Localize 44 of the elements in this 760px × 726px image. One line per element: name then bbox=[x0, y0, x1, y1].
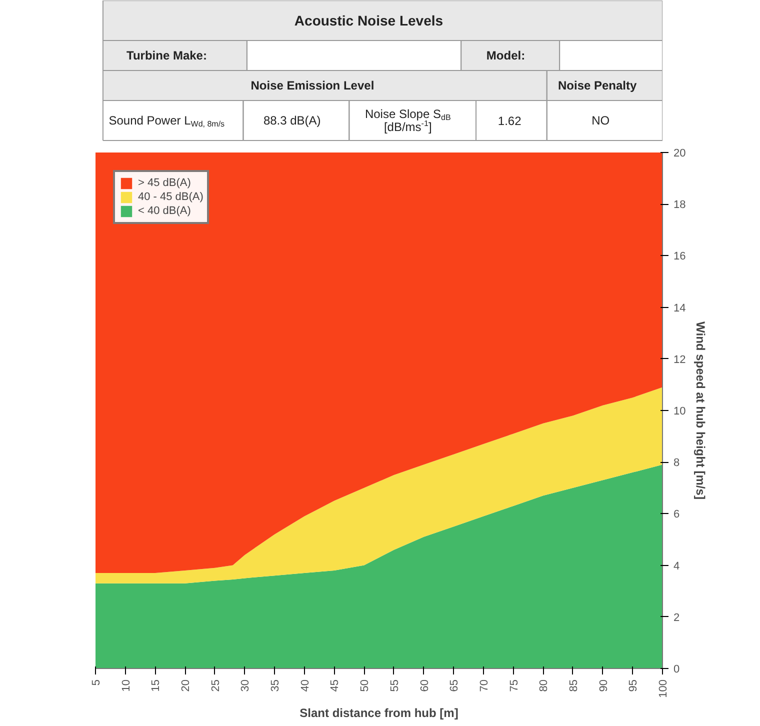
y-tick-label: 6 bbox=[674, 508, 680, 521]
y-tick-label: 16 bbox=[674, 250, 686, 263]
x-tick-label: 80 bbox=[538, 679, 550, 692]
y-tick-label: 0 bbox=[674, 664, 680, 676]
x-tick-label: 35 bbox=[270, 679, 282, 692]
x-tick-label: 85 bbox=[568, 679, 580, 692]
text: Noise Emission Level bbox=[250, 78, 374, 92]
text: 88.3 dB(A) bbox=[263, 114, 321, 128]
x-tick-label: 55 bbox=[388, 679, 401, 692]
x-tick-label: 95 bbox=[628, 679, 640, 692]
x-tick-label: 30 bbox=[240, 679, 252, 692]
legend-label: 40 - 45 dB(A) bbox=[138, 191, 204, 203]
y-tick-label: 20 bbox=[674, 148, 686, 160]
text: 1.62 bbox=[498, 114, 522, 128]
x-tick-label: 15 bbox=[150, 679, 162, 692]
x-tick-label: 10 bbox=[120, 679, 132, 692]
x-tick-label: 60 bbox=[418, 679, 431, 692]
text: Acoustic Noise Levels bbox=[294, 12, 444, 28]
legend-label: > 45 dB(A) bbox=[138, 177, 191, 189]
y-tick-label: 8 bbox=[674, 457, 680, 470]
x-tick-label: 45 bbox=[329, 679, 342, 692]
x-tick-label: 70 bbox=[478, 679, 490, 692]
text: Turbine Make: bbox=[126, 48, 207, 62]
x-tick-label: 75 bbox=[508, 679, 520, 692]
x-tick-label: 5 bbox=[90, 679, 102, 686]
y-tick-label: 4 bbox=[674, 560, 680, 572]
x-tick-label: 40 bbox=[299, 679, 312, 692]
y-tick-label: 14 bbox=[674, 302, 686, 314]
x-tick-label: 20 bbox=[180, 679, 192, 692]
x-tick-label: 50 bbox=[359, 679, 372, 692]
y-tick-label: 12 bbox=[674, 354, 686, 366]
legend-label: < 40 dB(A) bbox=[138, 205, 191, 217]
y-axis-title: Wind speed at hub height [m/s] bbox=[694, 322, 708, 500]
x-axis-title: Slant distance from hub [m] bbox=[300, 706, 458, 720]
x-tick-label: 90 bbox=[598, 679, 610, 692]
y-tick-label: 18 bbox=[674, 199, 686, 212]
text: Noise Penalty bbox=[558, 78, 638, 92]
x-tick-label: 25 bbox=[210, 679, 222, 692]
text: NO bbox=[592, 114, 610, 128]
y-tick-label: 2 bbox=[674, 612, 680, 624]
x-tick-label: 100 bbox=[658, 679, 670, 698]
x-tick-label: 65 bbox=[448, 679, 461, 692]
y-tick-label: 10 bbox=[674, 406, 686, 418]
text: Model: bbox=[486, 48, 526, 62]
